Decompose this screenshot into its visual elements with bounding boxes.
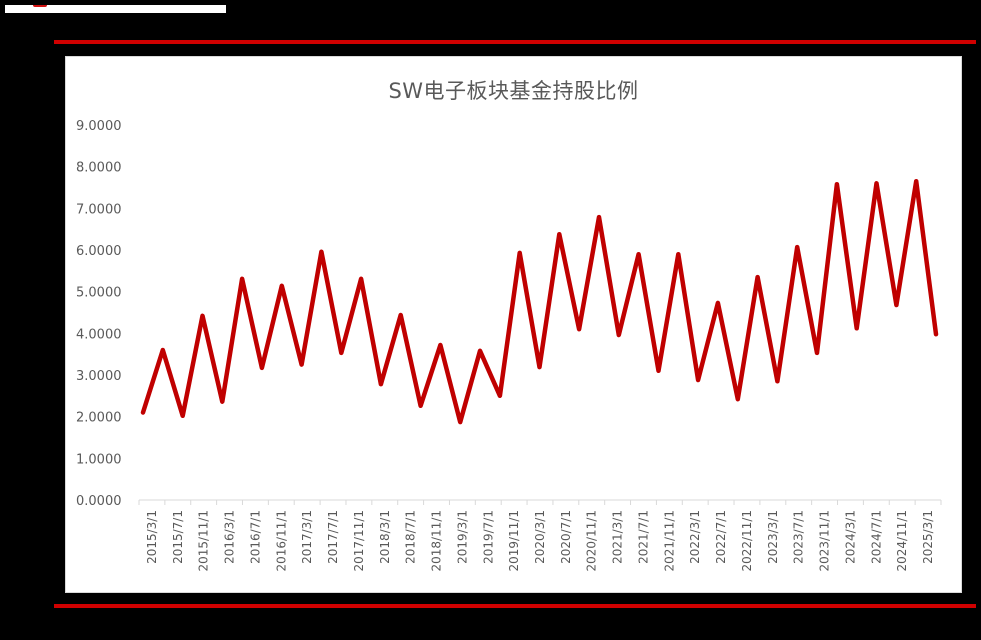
x-tick-label: 2019/11/1: [507, 510, 521, 572]
x-tick-label: 2017/7/1: [326, 510, 340, 564]
x-tick-label: 2016/3/1: [223, 510, 237, 564]
x-tick-label: 2024/11/1: [895, 510, 909, 572]
x-tick-label: 2024/3/1: [843, 510, 857, 564]
logo-mark: [33, 5, 47, 7]
x-tick-label: 2016/7/1: [248, 510, 262, 564]
x-tick-label: 2019/3/1: [455, 510, 469, 564]
bottom-divider: [54, 604, 976, 608]
x-tick-label: 2024/7/1: [869, 510, 883, 564]
x-tick-label: 2020/7/1: [559, 510, 573, 564]
y-tick-label: 8.0000: [76, 161, 122, 176]
x-tick-label: 2023/3/1: [766, 510, 780, 564]
x-tick-label: 2017/3/1: [300, 510, 314, 564]
y-tick-label: 1.0000: [76, 452, 122, 467]
y-tick-label: 6.0000: [76, 244, 122, 259]
x-tick-label: 2023/7/1: [792, 510, 806, 564]
chart-title: SW电子板块基金持股比例: [388, 79, 639, 103]
x-tick-label: 2020/3/1: [533, 510, 547, 564]
x-tick-label: 2015/7/1: [171, 510, 185, 564]
x-tick-label: 2019/7/1: [481, 510, 495, 564]
y-tick-label: 2.0000: [76, 411, 122, 426]
y-tick-label: 5.0000: [76, 286, 122, 301]
x-tick-label: 2018/3/1: [378, 510, 392, 564]
header-bar: [5, 5, 226, 13]
x-tick-label: 2022/3/1: [688, 510, 702, 564]
y-tick-label: 9.0000: [76, 119, 122, 134]
x-tick-label: 2018/11/1: [430, 510, 444, 572]
x-tick-label: 2016/11/1: [274, 510, 288, 572]
top-divider: [54, 40, 976, 44]
x-tick-label: 2022/7/1: [714, 510, 728, 564]
x-tick-label: 2022/11/1: [740, 510, 754, 572]
y-tick-label: 3.0000: [76, 369, 122, 384]
x-tick-label: 2023/11/1: [818, 510, 832, 572]
x-tick-label: 2015/11/1: [197, 510, 211, 572]
x-tick-label: 2020/11/1: [585, 510, 599, 572]
y-tick-label: 4.0000: [76, 327, 122, 342]
line-chart: 0.0000 1.0000 2.0000 3.0000 4.0000 5.0000 6.00…: [76, 119, 942, 572]
x-tick-label: 2018/7/1: [404, 510, 418, 564]
y-tick-label: 7.0000: [76, 202, 122, 217]
chart-container: SW电子板块基金持股比例 0.0000 1.0000 2.0000 3.0000 4.0…: [65, 56, 962, 593]
x-tick-label: 2025/3/1: [921, 510, 935, 564]
x-tick-label: 2021/7/1: [636, 510, 650, 564]
y-tick-label: 0.0000: [76, 494, 122, 509]
x-tick-label: 2021/11/1: [662, 510, 676, 572]
series-line: [140, 178, 939, 425]
x-tick-label: 2015/3/1: [145, 510, 159, 564]
x-tick-label: 2021/3/1: [611, 510, 625, 564]
x-tick-label: 2017/11/1: [352, 510, 366, 572]
